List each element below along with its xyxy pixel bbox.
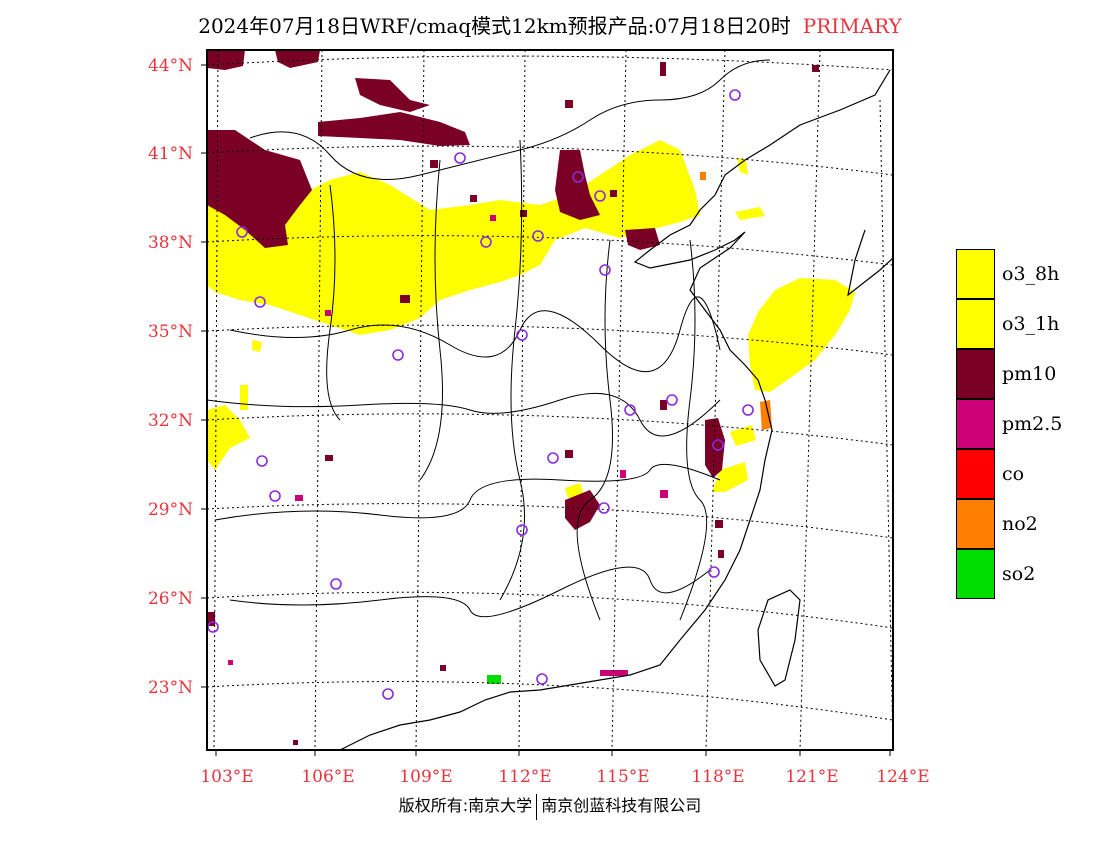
station-markers	[207, 89, 754, 700]
lat-label: 44°N	[148, 56, 193, 76]
graticule	[206, 49, 894, 751]
lon-label: 115°E	[596, 767, 649, 787]
legend-item-o3-8h: o3_8h	[956, 249, 1096, 299]
legend-swatch	[956, 349, 995, 399]
map-frame	[206, 49, 894, 751]
lat-label: 35°N	[148, 322, 193, 342]
map-area	[207, 50, 893, 750]
o3-region-east-sea	[565, 278, 855, 498]
lon-label: 118°E	[691, 767, 744, 787]
legend-swatch	[956, 399, 995, 449]
lat-label: 41°N	[148, 144, 193, 164]
lon-label: 112°E	[498, 767, 551, 787]
legend-item-pm25: pm2.5	[956, 399, 1096, 449]
legend-label: pm2.5	[1002, 413, 1063, 435]
lat-label: 23°N	[148, 678, 193, 698]
legend: o3_8h o3_1h pm10 pm2.5 co no2 so2	[956, 249, 1096, 599]
legend-swatch	[956, 449, 995, 499]
chart-title: 2024年07月18日WRF/cmaq模式12km预报产品:07月18日20时 P…	[0, 10, 1100, 39]
latitude-labels: 44°N 41°N 38°N 35°N 32°N 29°N 26°N 23°N	[148, 56, 193, 698]
legend-item-co: co	[956, 449, 1096, 499]
lon-label: 124°E	[876, 767, 929, 787]
legend-label: no2	[1002, 513, 1038, 535]
lon-label: 121°E	[785, 767, 838, 787]
copyright-left: 版权所有:南京大学	[398, 796, 533, 815]
lat-label: 29°N	[148, 500, 193, 520]
lat-label: 32°N	[148, 411, 193, 431]
legend-swatch	[956, 549, 995, 599]
legend-swatch	[956, 299, 995, 349]
lat-label: 26°N	[148, 589, 193, 609]
longitude-labels: 103°E 106°E 109°E 112°E 115°E 118°E 121°…	[200, 767, 929, 787]
legend-item-so2: so2	[956, 549, 1096, 599]
pm-scatter-dots	[207, 62, 819, 745]
legend-label: so2	[1002, 563, 1036, 585]
legend-item-no2: no2	[956, 499, 1096, 549]
legend-label: o3_8h	[1002, 263, 1060, 285]
lon-label: 106°E	[301, 767, 354, 787]
axis-ticks	[201, 64, 891, 756]
coastline	[339, 69, 894, 751]
legend-label: pm10	[1002, 363, 1057, 385]
so2-region	[487, 675, 501, 684]
legend-swatch	[956, 499, 995, 549]
legend-item-o3-1h: o3_1h	[956, 299, 1096, 349]
title-main: 2024年07月18日WRF/cmaq模式12km预报产品:07月18日20时	[198, 14, 791, 38]
title-product-tag: PRIMARY	[802, 14, 902, 38]
footer-separator	[536, 793, 538, 820]
no2-spot	[700, 172, 706, 180]
copyright-footer: 版权所有:南京大学 南京创蓝科技有限公司	[0, 792, 1100, 820]
copyright-right: 南京创蓝科技有限公司	[541, 796, 702, 815]
lon-label: 109°E	[399, 767, 452, 787]
no2-region	[760, 400, 772, 430]
legend-label: co	[1002, 463, 1025, 485]
legend-item-pm10: pm10	[956, 349, 1096, 399]
legend-label: o3_1h	[1002, 313, 1060, 335]
lat-label: 38°N	[148, 233, 193, 253]
legend-swatch	[956, 249, 995, 299]
lon-label: 103°E	[200, 767, 253, 787]
pm10-region-northwest	[207, 50, 725, 530]
